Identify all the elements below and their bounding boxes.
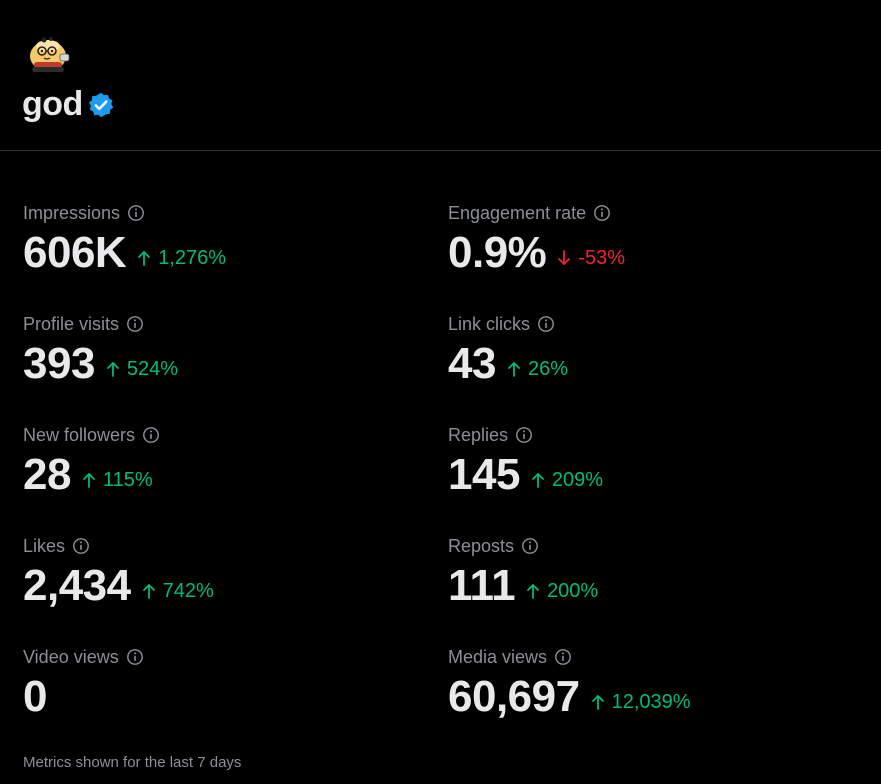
metric-change: 200%: [525, 579, 598, 603]
metric-label-row: Replies: [448, 423, 848, 447]
metric-profile-visits: Profile visits 393 524%: [23, 312, 423, 412]
avatar[interactable]: [24, 34, 72, 78]
metric-change-percent: 200%: [547, 580, 599, 602]
metric-value-row: 43 26%: [448, 338, 848, 390]
metric-value: 0.9%: [448, 228, 547, 277]
metric-change: 524%: [105, 357, 178, 381]
metric-value: 60,697: [448, 672, 580, 721]
info-icon[interactable]: [72, 537, 90, 555]
info-icon[interactable]: [126, 315, 144, 333]
info-icon[interactable]: [554, 648, 572, 666]
info-icon[interactable]: [537, 315, 555, 333]
arrow-up-icon: [83, 473, 95, 488]
metric-value-row: 145 209%: [448, 449, 848, 501]
metric-label: Media views: [448, 646, 548, 667]
metric-change: 1,276%: [136, 246, 226, 270]
arrow-up-icon: [527, 584, 539, 599]
arrow-up-icon: [142, 584, 155, 599]
metric-media-views: Media views 60,697 12,039%: [448, 645, 848, 745]
metric-label-row: Video views: [23, 645, 423, 669]
metric-value: 145: [448, 450, 520, 499]
metric-change: 742%: [141, 579, 214, 603]
arrow-up-icon: [107, 362, 119, 377]
info-icon[interactable]: [593, 204, 611, 222]
metrics-period-note: Metrics shown for the last 7 days: [23, 754, 242, 771]
info-icon[interactable]: [127, 204, 145, 222]
metric-value-row: 606K 1,276%: [23, 227, 423, 279]
metric-label-row: Link clicks: [448, 312, 848, 336]
metric-value-row: 60,697 12,039%: [448, 671, 848, 723]
metric-impressions: Impressions 606K 1,276%: [23, 201, 423, 301]
metric-value: 606K: [23, 228, 127, 277]
metric-label: Link clicks: [448, 313, 531, 334]
metric-label: Profile visits: [23, 313, 120, 334]
metric-value-row: 393 524%: [23, 338, 423, 390]
metric-value: 43: [448, 339, 496, 388]
metric-value: 393: [23, 339, 95, 388]
metric-value-row: 111 200%: [448, 560, 848, 612]
metric-label-row: Profile visits: [23, 312, 423, 336]
metric-change: -53%: [556, 246, 625, 270]
metric-change: 209%: [530, 468, 603, 492]
metric-change-percent: 742%: [162, 580, 214, 602]
metric-label: Replies: [448, 424, 509, 445]
metric-change-percent: 115%: [102, 469, 153, 491]
metric-label-row: Media views: [448, 645, 848, 669]
info-icon[interactable]: [521, 537, 539, 555]
info-icon[interactable]: [515, 426, 533, 444]
metric-replies: Replies 145 209%: [448, 423, 848, 523]
metric-value-row: 2,434 742%: [23, 560, 423, 612]
metric-change-percent: -53%: [578, 247, 625, 269]
metric-video-views: Video views 0: [23, 645, 423, 745]
metric-label-row: Likes: [23, 534, 423, 558]
arrow-up-icon: [138, 251, 151, 266]
metric-value: 111: [448, 561, 516, 610]
metric-likes: Likes 2,434 742%: [23, 534, 423, 634]
metric-value-row: 28 115%: [23, 449, 423, 501]
metric-value: 2,434: [23, 561, 131, 610]
metric-value-row: 0.9% -53%: [448, 227, 848, 279]
info-icon[interactable]: [142, 426, 160, 444]
metric-label: Impressions: [23, 202, 121, 223]
metric-change-percent: 26%: [527, 358, 568, 380]
metric-label-row: Reposts: [448, 534, 848, 558]
metric-link-clicks: Link clicks 43 26%: [448, 312, 848, 412]
metric-change: 115%: [81, 468, 153, 492]
metric-label: New followers: [23, 424, 136, 445]
info-icon[interactable]: [126, 648, 144, 666]
metric-change: 26%: [506, 357, 568, 381]
metric-change-percent: 1,276%: [158, 247, 227, 269]
metric-value: 0: [23, 672, 47, 721]
metric-label: Likes: [23, 535, 66, 556]
arrow-down-icon: [558, 250, 571, 265]
arrow-up-icon: [508, 362, 520, 377]
metric-change: 12,039%: [590, 690, 691, 714]
metric-change-percent: 12,039%: [611, 691, 691, 713]
metric-label-row: New followers: [23, 423, 423, 447]
metric-reposts: Reposts 111 200%: [448, 534, 848, 634]
metric-change-percent: 524%: [126, 358, 179, 380]
metric-label-row: Impressions: [23, 201, 423, 225]
metric-engagement-rate: Engagement rate 0.9% -53%: [448, 201, 848, 301]
profile-header: god: [0, 0, 881, 151]
profile-name[interactable]: god: [22, 84, 83, 123]
metric-value-row: 0: [23, 671, 423, 723]
metric-label-row: Engagement rate: [448, 201, 848, 225]
metric-change-percent: 209%: [551, 469, 604, 491]
metric-label: Engagement rate: [448, 202, 587, 223]
metric-value: 28: [23, 450, 71, 499]
verified-badge-icon: [88, 92, 114, 118]
arrow-up-icon: [591, 695, 604, 710]
profile-name-row: god: [22, 84, 115, 124]
metric-label: Reposts: [448, 535, 515, 556]
metric-new-followers: New followers 28 115%: [23, 423, 423, 523]
arrow-up-icon: [532, 473, 544, 488]
metric-label: Video views: [23, 646, 119, 667]
